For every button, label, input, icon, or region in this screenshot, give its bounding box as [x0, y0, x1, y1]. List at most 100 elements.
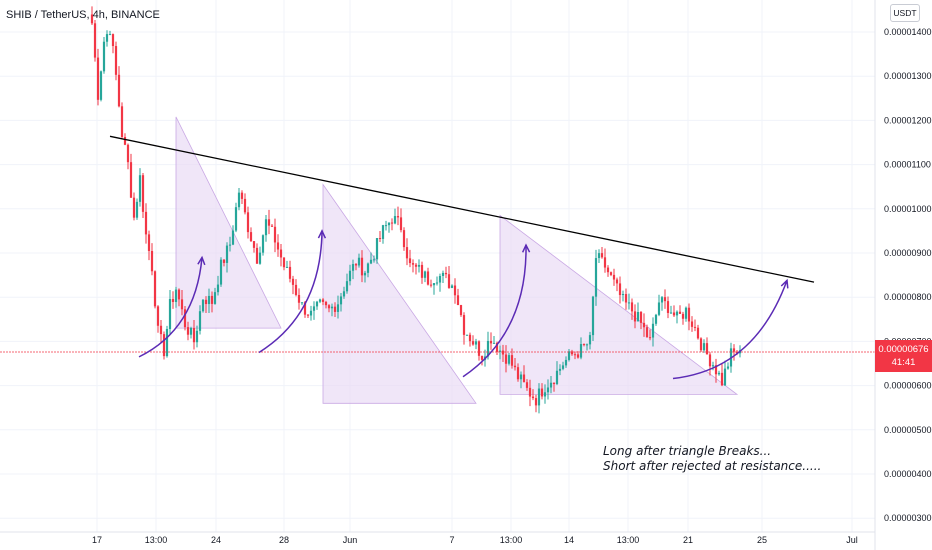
- candle-body[interactable]: [588, 335, 592, 345]
- candle-body[interactable]: [537, 388, 541, 406]
- candle-body[interactable]: [399, 217, 403, 231]
- candle-body[interactable]: [510, 355, 514, 366]
- candle-body[interactable]: [396, 216, 400, 218]
- candle-body[interactable]: [444, 272, 448, 275]
- candle-body[interactable]: [501, 350, 505, 355]
- candle-body[interactable]: [129, 162, 133, 198]
- candle-body[interactable]: [489, 340, 493, 344]
- candle-body[interactable]: [417, 264, 421, 267]
- candle-body[interactable]: [270, 225, 274, 227]
- candle-body[interactable]: [354, 264, 358, 266]
- candle-body[interactable]: [123, 136, 127, 145]
- candle-body[interactable]: [195, 330, 199, 343]
- candle-body[interactable]: [426, 271, 430, 285]
- candle-body[interactable]: [345, 281, 349, 292]
- candle-body[interactable]: [675, 311, 679, 316]
- candle-body[interactable]: [183, 309, 187, 328]
- candle-body[interactable]: [441, 272, 445, 276]
- candle-body[interactable]: [141, 175, 145, 212]
- candle-body[interactable]: [285, 266, 289, 268]
- candle-body[interactable]: [438, 275, 442, 283]
- candle-body[interactable]: [522, 374, 526, 383]
- candle-body[interactable]: [213, 292, 217, 304]
- candle-body[interactable]: [312, 306, 316, 311]
- candle-body[interactable]: [516, 367, 520, 380]
- candle-body[interactable]: [471, 341, 475, 345]
- candle-body[interactable]: [297, 294, 301, 303]
- candle-body[interactable]: [555, 370, 559, 385]
- candle-body[interactable]: [225, 245, 229, 263]
- candle-body[interactable]: [387, 222, 391, 226]
- candle-body[interactable]: [243, 198, 247, 213]
- candle-body[interactable]: [180, 299, 184, 310]
- candle-body[interactable]: [204, 299, 208, 305]
- resistance-trendline[interactable]: [109, 135, 815, 283]
- candle-body[interactable]: [705, 343, 709, 355]
- candle-body[interactable]: [642, 322, 646, 328]
- candle-body[interactable]: [264, 219, 268, 236]
- candle-body[interactable]: [681, 313, 685, 319]
- candle-body[interactable]: [228, 244, 232, 246]
- candle-body[interactable]: [660, 297, 664, 303]
- candle-body[interactable]: [666, 301, 670, 313]
- candle-body[interactable]: [579, 344, 583, 358]
- candle-body[interactable]: [714, 365, 718, 375]
- candle-body[interactable]: [375, 238, 379, 260]
- candle-body[interactable]: [390, 222, 394, 224]
- candle-body[interactable]: [150, 250, 154, 272]
- candle-body[interactable]: [669, 312, 673, 314]
- candle-body[interactable]: [300, 302, 304, 304]
- candle-body[interactable]: [120, 106, 124, 137]
- candle-body[interactable]: [477, 341, 481, 356]
- candle-body[interactable]: [99, 71, 103, 100]
- candle-body[interactable]: [495, 342, 499, 352]
- candle-body[interactable]: [528, 387, 532, 397]
- candle-body[interactable]: [435, 282, 439, 284]
- candle-body[interactable]: [630, 302, 634, 312]
- candle-body[interactable]: [699, 338, 703, 351]
- candle-body[interactable]: [126, 144, 130, 163]
- candle-body[interactable]: [96, 57, 100, 100]
- candle-body[interactable]: [135, 201, 139, 218]
- candle-body[interactable]: [549, 382, 553, 388]
- candle-body[interactable]: [486, 340, 490, 357]
- candle-body[interactable]: [717, 372, 721, 375]
- candlestick-series[interactable]: [90, 6, 742, 414]
- candle-body[interactable]: [168, 298, 172, 330]
- candle-body[interactable]: [369, 259, 373, 264]
- candle-body[interactable]: [591, 296, 595, 336]
- candle-body[interactable]: [651, 323, 655, 338]
- candle-body[interactable]: [432, 283, 436, 286]
- candle-body[interactable]: [222, 259, 226, 263]
- candle-body[interactable]: [318, 299, 322, 302]
- candle-body[interactable]: [372, 259, 376, 261]
- candle-body[interactable]: [723, 368, 727, 386]
- candle-body[interactable]: [93, 23, 97, 58]
- candle-body[interactable]: [384, 225, 388, 227]
- candle-body[interactable]: [336, 304, 340, 312]
- candle-body[interactable]: [627, 302, 631, 304]
- candle-body[interactable]: [303, 302, 307, 315]
- candle-body[interactable]: [279, 249, 283, 258]
- candle-body[interactable]: [237, 192, 241, 208]
- candle-body[interactable]: [258, 252, 262, 264]
- candle-body[interactable]: [147, 234, 151, 251]
- candle-body[interactable]: [480, 355, 484, 360]
- candle-body[interactable]: [360, 257, 364, 276]
- candle-body[interactable]: [735, 351, 739, 354]
- candle-body[interactable]: [663, 297, 667, 302]
- candle-body[interactable]: [348, 270, 352, 282]
- candle-body[interactable]: [711, 365, 715, 367]
- candle-body[interactable]: [198, 311, 202, 331]
- candle-body[interactable]: [402, 230, 406, 248]
- candle-body[interactable]: [609, 272, 613, 275]
- candle-body[interactable]: [144, 211, 148, 235]
- candle-body[interactable]: [702, 343, 706, 351]
- candle-body[interactable]: [186, 327, 190, 335]
- candle-body[interactable]: [561, 365, 565, 369]
- candle-body[interactable]: [288, 266, 292, 279]
- candle-body[interactable]: [636, 311, 640, 322]
- candle-body[interactable]: [414, 264, 418, 267]
- candle-body[interactable]: [420, 264, 424, 278]
